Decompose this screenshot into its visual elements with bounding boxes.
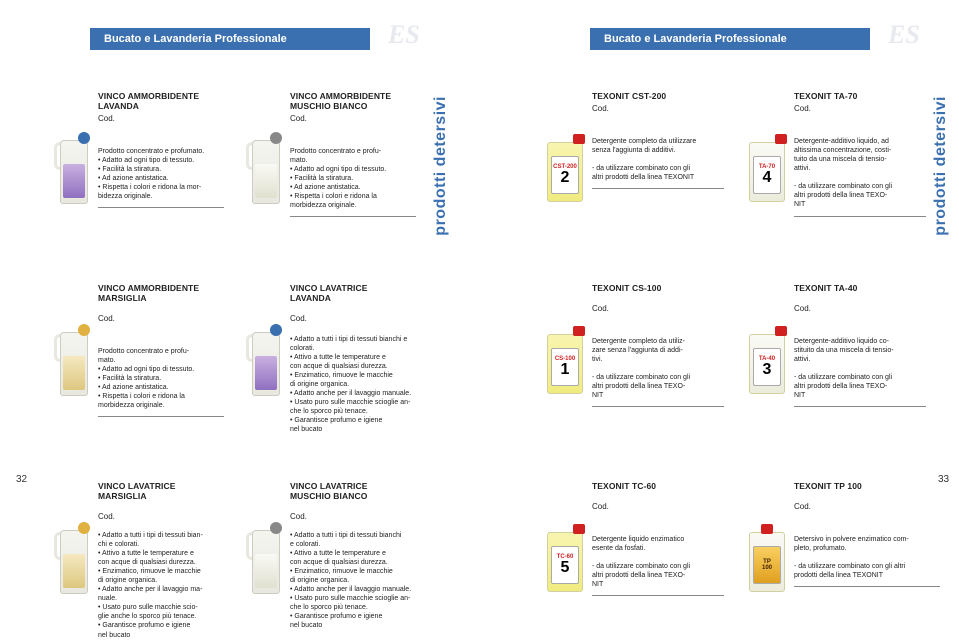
product-title: VINCO LAVATRICEMUSCHIO BIANCO xyxy=(290,482,436,502)
product-image: TC-605 xyxy=(538,482,592,596)
product-image xyxy=(236,284,290,435)
product-code: Cod. xyxy=(290,114,416,123)
product-image: TA-403 xyxy=(740,284,794,407)
product-title: TEXONIT TA-70 xyxy=(794,92,926,102)
product-texonit-ta40: TA-403 TEXONIT TA-40 Cod. Detergente-add… xyxy=(740,284,926,407)
product-description: Prodotto concentrato e profumato.• Adatt… xyxy=(98,147,224,202)
product-texonit-cst200: CST-2002 TEXONIT CST-200 Cod. Detergente… xyxy=(538,92,728,204)
divider xyxy=(98,207,224,208)
header-logo-left: ES xyxy=(388,20,436,58)
header-logo-right: ES xyxy=(888,20,936,58)
product-code: Cod. xyxy=(592,502,724,511)
jerrycan-number: 5 xyxy=(561,560,570,576)
product-code: Cod. xyxy=(98,314,224,323)
divider xyxy=(794,586,940,587)
product-title: TEXONIT TC-60 xyxy=(592,482,724,492)
product-code: Cod. xyxy=(794,502,940,511)
header-left: Bucato e Lavanderia Professionale xyxy=(90,28,370,50)
jerrycan-code: TP100 xyxy=(762,559,772,571)
product-code: Cod. xyxy=(794,104,926,113)
divider xyxy=(290,216,416,217)
divider xyxy=(592,188,724,189)
product-description: Detergente completo da utiliz-zare senza… xyxy=(592,337,724,401)
jerrycan-number: 4 xyxy=(763,170,772,186)
product-row-1: VINCO AMMORBIDENTELAVANDA Cod. Prodotto … xyxy=(0,92,959,247)
divider xyxy=(794,216,926,217)
product-image xyxy=(44,284,98,417)
product-title: VINCO AMMORBIDENTEMARSIGLIA xyxy=(98,284,224,304)
jerrycan-number: 2 xyxy=(561,170,570,186)
product-description: • Adatto a tutti i tipi di tessuti bianc… xyxy=(290,335,436,435)
product-code: Cod. xyxy=(592,304,724,313)
product-description: Prodotto concentrato e profu-mato.• Adat… xyxy=(290,147,416,211)
product-vinco-ammorbidente-muschio: VINCO AMMORBIDENTEMUSCHIO BIANCO Cod. Pr… xyxy=(236,92,416,217)
product-image xyxy=(44,482,98,640)
product-description: Detergente-additivo liquido, adaltissima… xyxy=(794,137,926,210)
product-description: Detergente-additivo liquido co-stituito … xyxy=(794,337,926,401)
product-texonit-cs100: CS-1001 TEXONIT CS-100 Cod. Detergente c… xyxy=(538,284,728,407)
product-title: TEXONIT CS-100 xyxy=(592,284,724,294)
product-image: CST-2002 xyxy=(538,92,592,204)
product-title: TEXONIT TA-40 xyxy=(794,284,926,294)
product-row-3: VINCO LAVATRICEMARSIGLIA Cod. • Adatto a… xyxy=(0,482,959,642)
product-code: Cod. xyxy=(290,314,436,323)
product-image xyxy=(44,92,98,208)
product-vinco-ammorbidente-marsiglia: VINCO AMMORBIDENTEMARSIGLIA Cod. Prodott… xyxy=(44,284,224,417)
divider xyxy=(592,406,724,407)
product-texonit-tc60: TC-605 TEXONIT TC-60 Cod. Detergente liq… xyxy=(538,482,728,596)
product-description: • Adatto a tutti i tipi di tessuti bian-… xyxy=(98,531,234,640)
product-vinco-lavatrice-muschio: VINCO LAVATRICEMUSCHIO BIANCO Cod. • Ada… xyxy=(236,482,436,631)
product-image xyxy=(236,92,290,217)
product-code: Cod. xyxy=(98,512,234,521)
product-description: • Adatto a tutti i tipi di tessuti bianc… xyxy=(290,531,436,631)
product-title: VINCO LAVATRICEMARSIGLIA xyxy=(98,482,234,502)
divider xyxy=(794,406,926,407)
product-description: Detergente liquido enzimaticoesente da f… xyxy=(592,535,724,590)
product-description: Prodotto concentrato e profu-mato.• Adat… xyxy=(98,347,224,411)
product-title: TEXONIT CST-200 xyxy=(592,92,724,102)
product-texonit-tp100: TP100 TEXONIT TP 100 Cod. Detersivo in p… xyxy=(740,482,940,594)
product-code: Cod. xyxy=(98,114,224,123)
product-image: CS-1001 xyxy=(538,284,592,407)
product-code: Cod. xyxy=(794,304,926,313)
product-row-2: VINCO AMMORBIDENTEMARSIGLIA Cod. Prodott… xyxy=(0,284,959,454)
product-texonit-ta70: TA-704 TEXONIT TA-70 Cod. Detergente-add… xyxy=(740,92,926,217)
jerrycan-number: 3 xyxy=(763,362,772,378)
product-vinco-lavatrice-lavanda: VINCO LAVATRICELAVANDA Cod. • Adatto a t… xyxy=(236,284,436,435)
product-vinco-ammorbidente-lavanda: VINCO AMMORBIDENTELAVANDA Cod. Prodotto … xyxy=(44,92,224,208)
jerrycan-number: 1 xyxy=(561,362,570,378)
product-title: VINCO AMMORBIDENTELAVANDA xyxy=(98,92,224,112)
header-right: Bucato e Lavanderia Professionale xyxy=(590,28,870,50)
product-code: Cod. xyxy=(592,104,724,113)
product-title: VINCO LAVATRICELAVANDA xyxy=(290,284,436,304)
product-vinco-lavatrice-marsiglia: VINCO LAVATRICEMARSIGLIA Cod. • Adatto a… xyxy=(44,482,234,640)
product-title: VINCO AMMORBIDENTEMUSCHIO BIANCO xyxy=(290,92,416,112)
product-title: TEXONIT TP 100 xyxy=(794,482,940,492)
product-description: Detergente completo da utilizzaresenza l… xyxy=(592,137,724,182)
product-image: TA-704 xyxy=(740,92,794,217)
product-code: Cod. xyxy=(290,512,436,521)
divider xyxy=(592,595,724,596)
product-image xyxy=(236,482,290,631)
product-description: Detersivo in polvere enzimatico com-plet… xyxy=(794,535,940,580)
product-image: TP100 xyxy=(740,482,794,594)
divider xyxy=(98,416,224,417)
